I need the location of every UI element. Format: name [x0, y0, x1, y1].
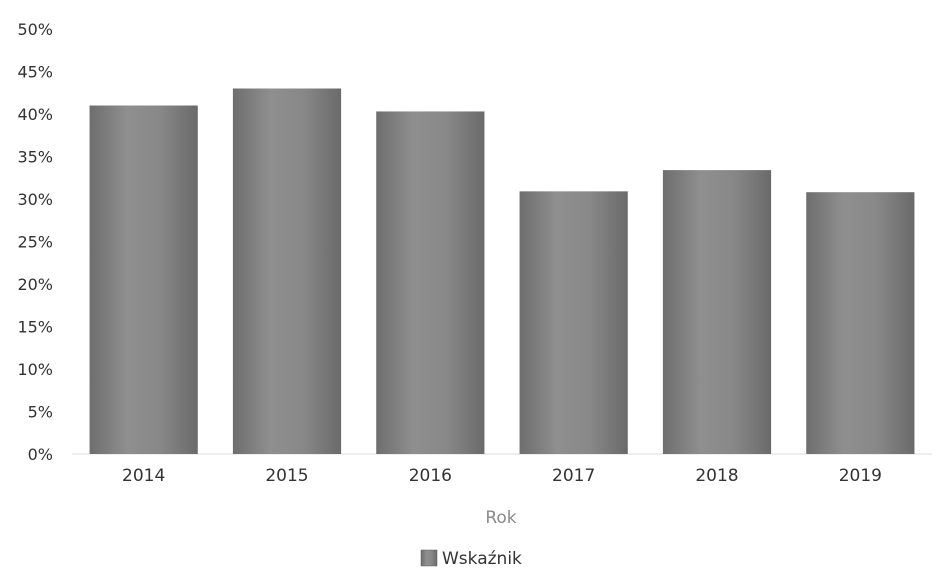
y-tick-label: 30%: [17, 190, 53, 209]
x-tick-label: 2019: [839, 466, 882, 486]
y-axis: 0% 5% 10% 15% 20% 25% 30% 35% 40% 45% 50%: [17, 20, 932, 464]
y-tick-label: 40%: [17, 105, 53, 124]
y-tick-label: 5%: [28, 403, 53, 422]
y-tick-label: 35%: [17, 148, 53, 167]
y-tick-label: 10%: [17, 360, 53, 379]
x-tick-label: 2018: [695, 466, 738, 486]
x-tick-label: 2015: [265, 466, 308, 486]
legend-swatch: [420, 549, 438, 567]
legend[interactable]: Wskaźnik: [420, 549, 522, 569]
bar-2019[interactable]: [806, 192, 915, 454]
legend-label: Wskaźnik: [442, 549, 522, 569]
bar-2016[interactable]: [376, 111, 485, 454]
y-tick-label: 25%: [17, 233, 53, 252]
bar-2017[interactable]: [519, 191, 628, 454]
x-tick-label: 2017: [552, 466, 595, 486]
bar-2014[interactable]: [89, 105, 198, 455]
bar-2018[interactable]: [662, 170, 772, 454]
y-tick-label: 20%: [17, 275, 53, 294]
y-tick-label: 15%: [17, 318, 53, 337]
x-axis: 2014 2015 2016 2017 2018 2019: [122, 466, 882, 486]
x-tick-label: 2016: [409, 466, 452, 486]
bars-group: [89, 88, 915, 455]
bar-2015[interactable]: [232, 88, 342, 455]
y-tick-label: 0%: [28, 445, 53, 464]
y-tick-label: 50%: [17, 20, 53, 39]
x-axis-title: Rok: [485, 508, 516, 528]
y-tick-label: 45%: [17, 63, 53, 82]
x-tick-label: 2014: [122, 466, 165, 486]
